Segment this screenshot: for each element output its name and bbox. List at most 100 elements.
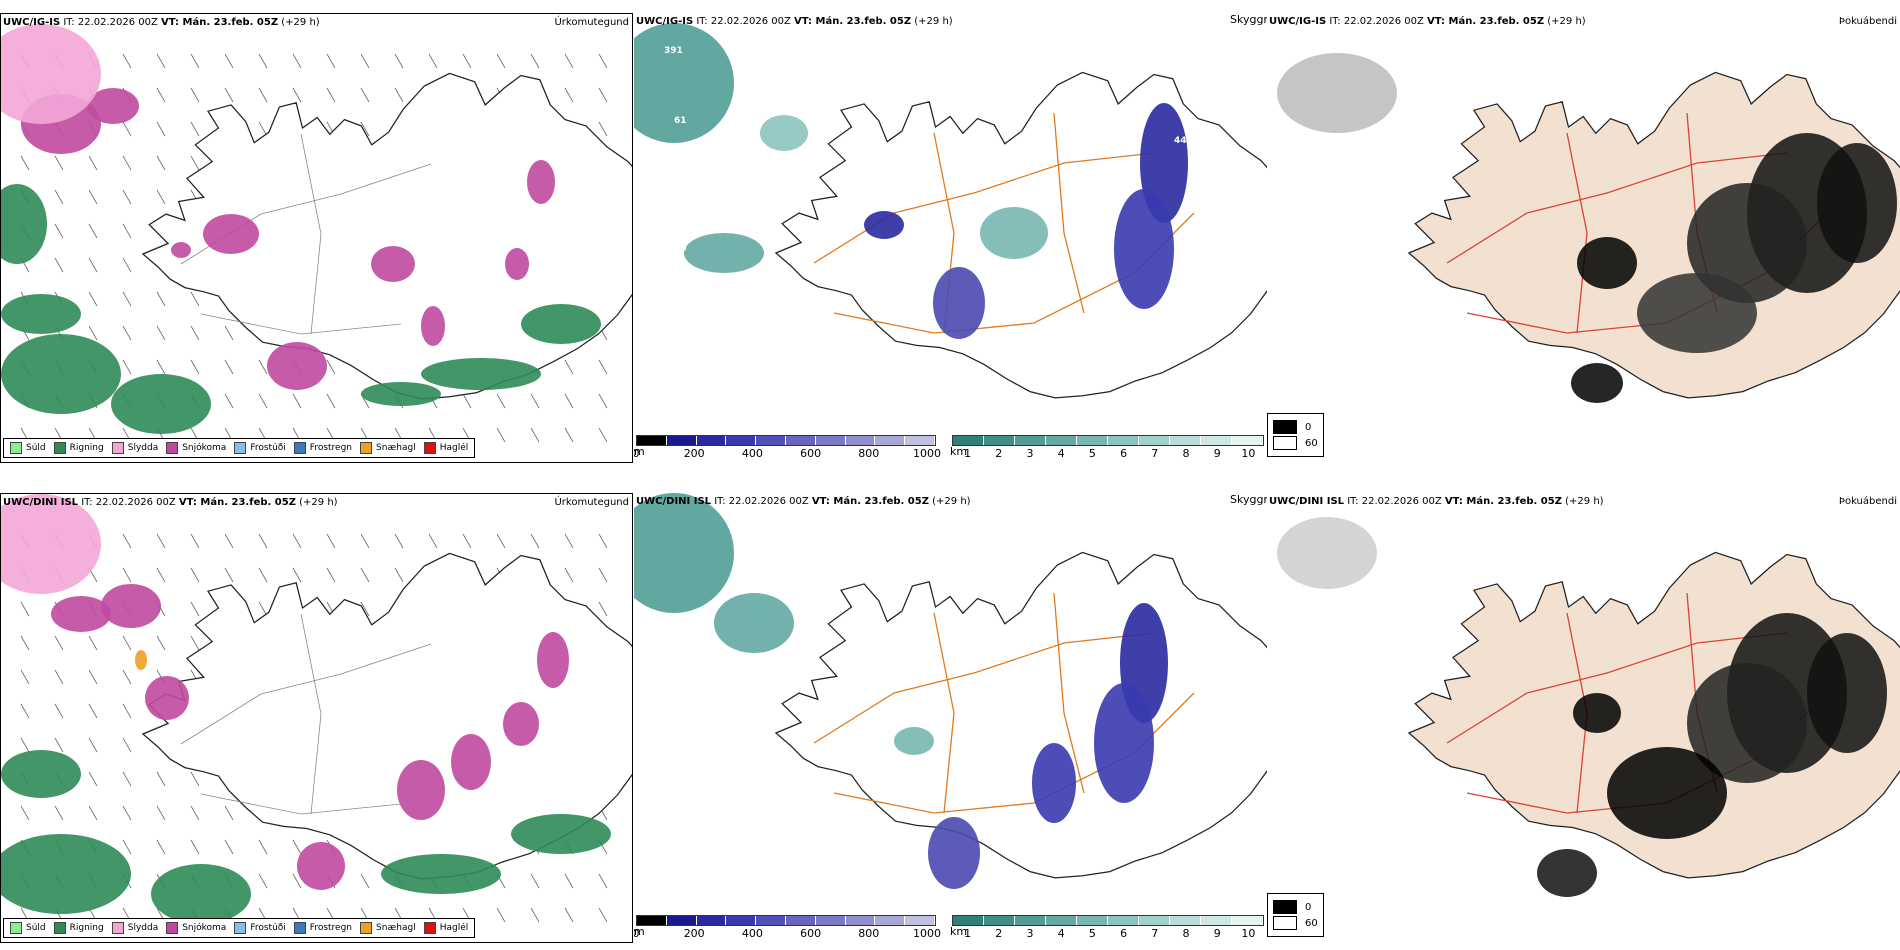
legend-swatch [10,922,22,934]
wind-barb [258,601,268,617]
wind-barb [88,155,98,171]
colorbar-segment [1170,916,1201,925]
legend-swatch [1273,436,1297,450]
wind-barb [156,567,166,583]
wind-barb [88,703,98,719]
visibility-colorbar: 1 2 3 4 5 6 7 8 9 10 km [950,915,1264,940]
colorbar-segment [1077,436,1108,445]
colorbar-segment [666,916,697,925]
valid-time: Mán. 23.feb. 05Z [200,497,296,508]
wind-barb [122,257,132,273]
legend-swatch [111,442,124,454]
wind-barb [598,427,608,443]
valid-time-label: VT: [161,17,183,28]
colorbar-tick: 4 [1057,927,1065,940]
colorbar-strip [636,435,936,446]
colorbar-ticks: 1 2 3 4 5 6 7 8 9 10 [952,446,1264,460]
panel-title: UWC/IG-IS IT: 22.02.2026 00Z VT: Mán. 23… [3,17,320,28]
colorbar-segment [984,916,1015,925]
colorbar-unit: m [634,925,645,938]
fog-legend: 0 60 [1267,893,1324,937]
wind-barb [190,567,200,583]
ceiling-value-label: 309 [936,374,955,384]
init-time: IT: 22.02.2026 00Z [1326,16,1428,27]
model-name: UWC/DINI ISL [3,497,79,508]
wind-barb [156,771,166,787]
legend-label: 0 [1305,901,1312,913]
wind-barb [428,533,438,549]
wind-barb [190,805,200,821]
map-canvas [1,494,632,924]
fog-map-bottom: UWC/DINI ISL IT: 22.02.2026 00Z VT: Mán.… [1267,493,1900,943]
ceiling-value-label: 92 [1228,206,1241,216]
field-blob [1817,143,1897,263]
legend-label: Haglél [439,923,469,933]
ceiling-value-label: 38 [1234,196,1247,206]
wind-barb [122,737,132,753]
field-blob [980,207,1048,259]
ceiling-colorbar: 0 200 400 600 800 1000 m [634,435,941,460]
colorbar-tick: 8 [1182,447,1190,460]
wind-barb [292,533,302,549]
field-blob [634,493,734,613]
colorbar-tick: 600 [800,927,822,940]
fog-legend: 0 60 [1267,413,1324,457]
legend-swatch [423,922,436,934]
colorbar-tick: 9 [1213,927,1221,940]
wind-barb [224,533,234,549]
legend-label: Súld [26,443,46,453]
colorbar-segment [905,436,935,445]
wind-barb [20,601,30,617]
wind-barb [54,155,64,171]
road-line [1053,592,1085,794]
legend-item: Snjókoma [166,922,226,934]
init-time: IT: 22.02.2026 00Z [1344,496,1445,507]
wind-barb [496,907,506,923]
wind-barb [292,567,302,583]
legend-swatch [360,922,373,934]
ceiling-value-label: 12 [1206,636,1219,646]
field-blob [1,184,47,264]
valid-time: Mán. 23.feb. 05Z [833,496,929,507]
wind-barb [156,359,166,375]
wind-barb [156,635,166,651]
wind-barb [122,325,132,341]
field-blob [297,842,345,890]
wind-barb [190,601,200,617]
wind-barb [122,155,132,171]
wind-barb [156,87,166,103]
road-line [1566,132,1588,334]
colorbar-tick: 8 [1182,927,1190,940]
lead-time: (+29 h) [911,16,953,27]
precip-type-map-bottom: UWC/DINI ISL IT: 22.02.2026 00Z VT: Mán.… [0,493,633,943]
wind-barb [122,635,132,651]
ceiling-value-label: 123 [906,250,925,260]
wind-barb [292,839,302,855]
road-line [1446,632,1788,744]
wind-barb [190,533,200,549]
legend-label: Slydda [127,443,159,453]
legend-label: Súld [26,923,46,933]
wind-barb [598,907,608,923]
legend-swatch [111,922,124,934]
panel-heading: Úrkomutegund [554,497,629,508]
wind-barb [190,291,200,307]
ceiling-value-label: 104 [1192,804,1211,814]
wind-barb [598,567,608,583]
field-blob [381,854,501,894]
field-blob [421,358,541,390]
legend-label: Slydda [127,923,159,933]
wind-barb [122,669,132,685]
colorbar-strip [952,435,1264,446]
colorbar-segment [984,436,1015,445]
wind-barb [224,87,234,103]
wind-barb [54,189,64,205]
wind-barb [122,291,132,307]
wind-barb [122,771,132,787]
wind-barb [360,121,370,137]
map-canvas [1,24,632,443]
legend-swatch [53,922,66,934]
legend-swatch [360,442,373,454]
legend-item: Frostregn [293,442,352,454]
